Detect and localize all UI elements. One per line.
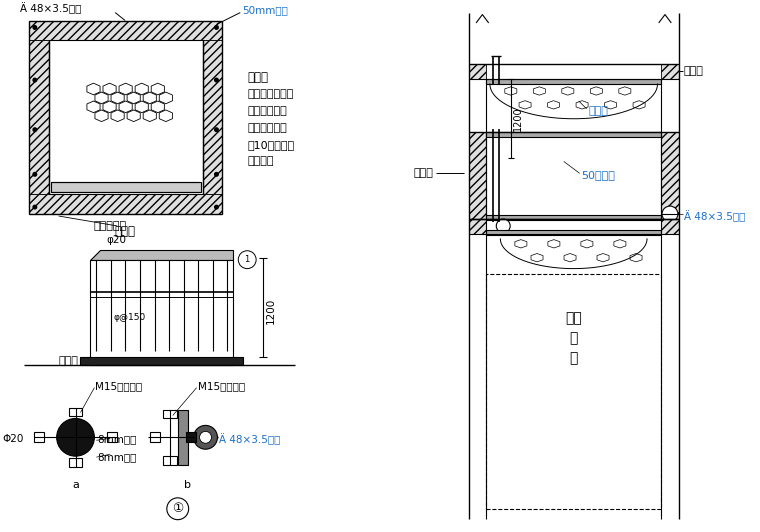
Text: 穿脚手架管；: 穿脚手架管； bbox=[247, 106, 287, 116]
Bar bbox=[107, 433, 117, 442]
Circle shape bbox=[33, 26, 36, 29]
Circle shape bbox=[57, 419, 94, 456]
Bar bbox=[486, 79, 661, 84]
Bar bbox=[486, 131, 661, 137]
Text: 50厚木板: 50厚木板 bbox=[581, 170, 616, 180]
Text: 踢脚板: 踢脚板 bbox=[59, 356, 78, 366]
Circle shape bbox=[214, 26, 218, 29]
Bar bbox=[163, 456, 177, 465]
Text: 每二层（不大: 每二层（不大 bbox=[247, 123, 287, 132]
Bar bbox=[29, 194, 223, 214]
Text: Φ20: Φ20 bbox=[2, 434, 24, 444]
Bar bbox=[203, 40, 223, 194]
Circle shape bbox=[33, 205, 36, 209]
Bar bbox=[468, 64, 486, 79]
Bar bbox=[661, 64, 679, 79]
Text: 防护门: 防护门 bbox=[414, 168, 434, 178]
Bar bbox=[486, 230, 661, 235]
Text: b: b bbox=[184, 480, 192, 490]
Polygon shape bbox=[90, 250, 233, 260]
Text: 8mm钉板: 8mm钉板 bbox=[97, 434, 137, 444]
Text: φ@150: φ@150 bbox=[113, 313, 145, 322]
Text: 施工层: 施工层 bbox=[684, 66, 704, 76]
Text: 50mm间隙: 50mm间隙 bbox=[242, 6, 288, 15]
Bar bbox=[51, 182, 201, 192]
Text: ①: ① bbox=[172, 502, 183, 516]
Text: φ20: φ20 bbox=[106, 235, 126, 245]
Bar bbox=[68, 458, 83, 467]
Bar bbox=[468, 131, 486, 219]
Circle shape bbox=[214, 205, 218, 209]
Circle shape bbox=[214, 128, 218, 131]
Bar bbox=[661, 219, 679, 234]
Circle shape bbox=[194, 426, 217, 449]
Bar bbox=[178, 410, 188, 465]
Text: M15膨胀螺栓: M15膨胀螺栓 bbox=[198, 381, 245, 390]
Text: 于10米）设一: 于10米）设一 bbox=[247, 139, 294, 149]
Text: Ä 48×3.5钉管: Ä 48×3.5钉管 bbox=[220, 434, 280, 445]
Bar bbox=[49, 40, 203, 194]
Text: 安全网: 安全网 bbox=[588, 106, 609, 116]
Circle shape bbox=[214, 172, 218, 176]
Bar bbox=[90, 260, 233, 365]
Circle shape bbox=[33, 78, 36, 82]
Text: 钉筋铁栅门: 钉筋铁栅门 bbox=[93, 221, 126, 231]
Text: 1200: 1200 bbox=[266, 298, 276, 325]
Text: Ä 48×3.5钉管: Ä 48×3.5钉管 bbox=[20, 3, 81, 14]
Text: 防护门: 防护门 bbox=[115, 226, 135, 238]
Bar bbox=[163, 410, 177, 419]
Bar bbox=[185, 433, 195, 442]
Text: M15膨胀螺栓: M15膨胀螺栓 bbox=[95, 381, 142, 390]
Text: a: a bbox=[72, 480, 79, 490]
Bar bbox=[468, 219, 486, 234]
Bar bbox=[661, 131, 679, 219]
Bar bbox=[34, 433, 44, 442]
Circle shape bbox=[200, 431, 211, 443]
Circle shape bbox=[33, 128, 36, 131]
Text: 井: 井 bbox=[569, 331, 578, 345]
Text: 在墙上预留孔，: 在墙上预留孔， bbox=[247, 89, 293, 99]
Bar bbox=[29, 40, 49, 194]
Circle shape bbox=[214, 78, 218, 82]
Circle shape bbox=[33, 172, 36, 176]
Bar bbox=[68, 408, 83, 417]
Text: 电梯: 电梯 bbox=[565, 311, 582, 325]
Text: 说明：: 说明： bbox=[247, 71, 268, 84]
Bar bbox=[29, 21, 223, 40]
Bar bbox=[81, 357, 243, 365]
Text: 道安全网: 道安全网 bbox=[247, 156, 274, 167]
Text: 1: 1 bbox=[245, 255, 250, 264]
Bar bbox=[486, 131, 661, 219]
Bar bbox=[486, 215, 661, 220]
Text: 坑: 坑 bbox=[569, 351, 578, 365]
Text: 8mm钉板: 8mm钉板 bbox=[97, 452, 137, 462]
Text: Ä 48×3.5钉管: Ä 48×3.5钉管 bbox=[684, 210, 746, 222]
Bar bbox=[150, 433, 160, 442]
Circle shape bbox=[662, 206, 678, 222]
Bar bbox=[486, 273, 661, 509]
Circle shape bbox=[496, 219, 510, 233]
Text: 1200: 1200 bbox=[513, 106, 523, 131]
